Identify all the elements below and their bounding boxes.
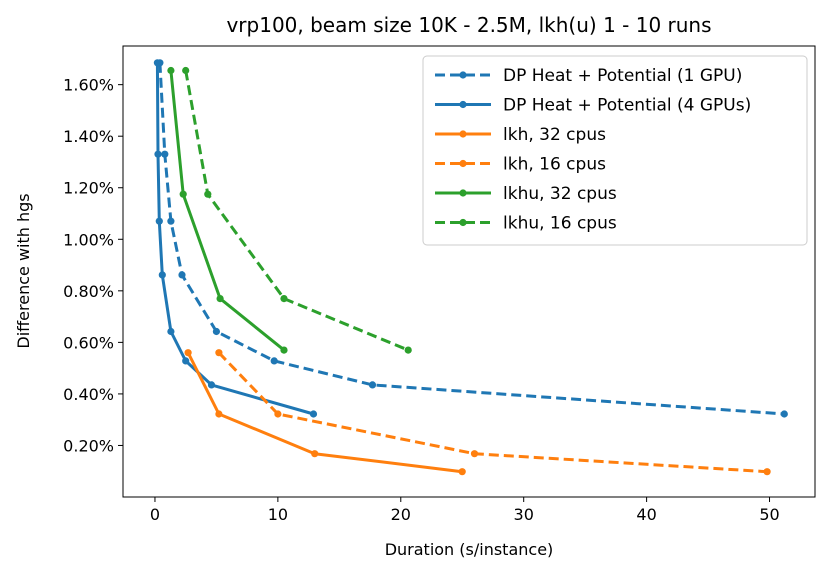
data-point-dp-heat-potential-1-gpu	[167, 217, 175, 225]
data-point-lkh-32-cpus	[184, 349, 192, 357]
data-point-dp-heat-potential-4-gpus	[155, 217, 163, 225]
data-point-dp-heat-potential-4-gpus	[153, 59, 161, 67]
x-tick-label: 20	[391, 505, 411, 524]
data-point-dp-heat-potential-1-gpu	[780, 410, 788, 418]
x-tick-label: 10	[268, 505, 288, 524]
plot-frame	[122, 45, 816, 498]
y-tick-label: 1.00%	[63, 230, 114, 249]
legend-label: lkh, 32 cpus	[503, 125, 606, 145]
y-tick-label: 0.40%	[63, 385, 114, 404]
data-point-lkhu-32-cpus	[167, 66, 175, 75]
x-tick-label: 0	[150, 505, 160, 524]
series-lkhu-16-cpus	[182, 66, 412, 354]
legend-swatch-marker	[459, 218, 467, 227]
x-tick-label: 30	[514, 505, 534, 524]
legend-item-lkhu-16-cpus: lkhu, 16 cpus	[435, 214, 617, 234]
legend-label: lkhu, 32 cpus	[503, 184, 617, 204]
legend-label: lkhu, 16 cpus	[503, 214, 617, 234]
data-point-dp-heat-potential-4-gpus	[167, 327, 175, 336]
data-point-lkhu-32-cpus	[179, 190, 187, 198]
legend-swatch-marker	[459, 189, 467, 197]
legend-swatch-marker	[459, 71, 467, 79]
y-tick-label: 0.80%	[63, 282, 114, 301]
legend-label: DP Heat + Potential (1 GPU)	[503, 66, 742, 86]
data-point-dp-heat-potential-4-gpus	[158, 271, 166, 279]
data-point-lkh-32-cpus	[311, 450, 319, 458]
legend-item-dp-heat-potential-1-gpu: DP Heat + Potential (1 GPU)	[435, 66, 742, 86]
data-point-lkh-16-cpus	[763, 468, 771, 476]
legend-item-lkh-16-cpus: lkh, 16 cpus	[435, 155, 606, 175]
series-line-lkh-32-cpus	[186, 352, 463, 474]
data-point-lkh-32-cpus	[458, 468, 466, 476]
data-point-dp-heat-potential-1-gpu	[368, 381, 377, 389]
x-tick-label: 40	[636, 505, 656, 524]
series-lkh-32-cpus	[184, 349, 466, 476]
series-line-dp-heat-potential-4-gpus	[155, 62, 314, 416]
y-tick-label: 1.60%	[63, 76, 114, 95]
data-point-dp-heat-potential-4-gpus	[309, 410, 318, 418]
legend-label: lkh, 16 cpus	[503, 155, 606, 175]
data-point-dp-heat-potential-1-gpu	[178, 271, 186, 279]
series-dp-heat-potential-1-gpu	[156, 59, 788, 418]
data-point-dp-heat-potential-4-gpus	[182, 357, 190, 365]
y-tick-label: 1.40%	[63, 127, 114, 146]
legend-swatch-marker	[459, 100, 467, 109]
data-point-lkh-32-cpus	[215, 410, 223, 418]
x-axis-label: Duration (s/instance)	[385, 540, 554, 559]
data-point-lkhu-16-cpus	[280, 295, 288, 303]
legend-box	[422, 55, 808, 246]
series-line-lkh-16-cpus	[217, 351, 768, 474]
data-point-lkh-16-cpus	[215, 349, 223, 357]
y-tick-label: 0.20%	[63, 436, 114, 455]
data-point-dp-heat-potential-1-gpu	[270, 357, 278, 365]
series-lkhu-32-cpus	[167, 66, 288, 354]
series-line-dp-heat-potential-1-gpu	[158, 62, 785, 416]
legend-swatch-marker	[459, 159, 467, 168]
ticks-layer: 0 10 20 30 40 50 0.20% 0.40% 0.60% 0.80% 1.00% 1.20…	[63, 76, 780, 524]
legend-swatch-marker	[459, 130, 467, 138]
series-line-lkhu-16-cpus	[184, 70, 409, 352]
legend-label: DP Heat + Potential (4 GPUs)	[503, 96, 751, 116]
chart-title: vrp100, beam size 10K - 2.5M, lkh(u) 1 -…	[226, 13, 711, 37]
series-line-lkhu-32-cpus	[169, 70, 285, 352]
data-point-dp-heat-potential-4-gpus	[154, 150, 162, 158]
data-point-lkhu-16-cpus	[404, 346, 412, 354]
data-point-lkhu-32-cpus	[280, 346, 288, 354]
data-point-dp-heat-potential-1-gpu	[161, 150, 169, 158]
data-point-lkhu-16-cpus	[182, 66, 190, 75]
series-layer	[153, 59, 788, 476]
y-tick-label: 1.20%	[63, 179, 114, 198]
y-tick-label: 0.60%	[63, 333, 114, 352]
series-dp-heat-potential-4-gpus	[153, 59, 318, 418]
data-point-dp-heat-potential-4-gpus	[207, 381, 216, 389]
legend-item-dp-heat-potential-4-gpus: DP Heat + Potential (4 GPUs)	[435, 96, 751, 116]
x-tick-label: 50	[759, 505, 779, 524]
y-axis-label: Difference with hgs	[14, 193, 33, 348]
legend-item-lkh-32-cpus: lkh, 32 cpus	[435, 125, 606, 145]
data-point-lkh-16-cpus	[274, 410, 282, 418]
data-point-lkhu-32-cpus	[216, 295, 224, 303]
legend-item-lkhu-32-cpus: lkhu, 32 cpus	[435, 184, 617, 204]
data-point-lkh-16-cpus	[470, 450, 479, 458]
legend: DP Heat + Potential (1 GPU) DP Heat + Pot…	[422, 55, 808, 246]
series-lkh-16-cpus	[215, 349, 771, 476]
data-point-dp-heat-potential-1-gpu	[212, 327, 220, 336]
data-point-lkhu-16-cpus	[204, 190, 212, 198]
